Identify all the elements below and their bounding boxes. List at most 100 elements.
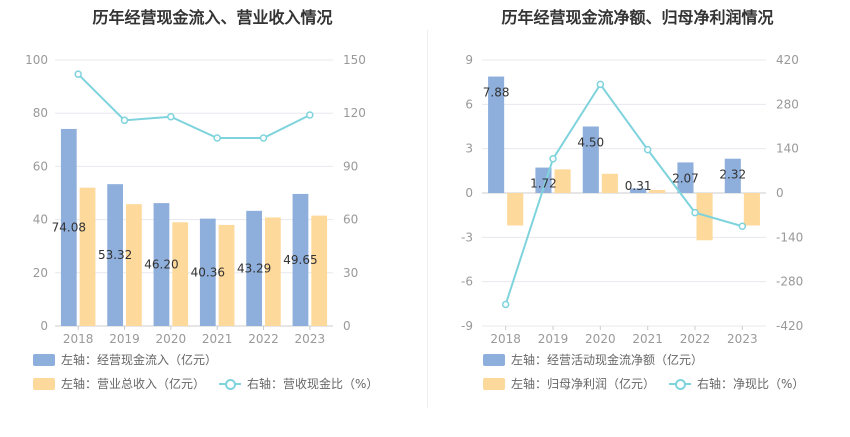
bar-0-s1-2	[172, 222, 189, 326]
line-point-0-3	[213, 134, 221, 142]
y-left-tick-0-0: 0	[40, 319, 48, 333]
line-point-1-5	[738, 222, 747, 230]
line-series-0-0	[77, 73, 311, 140]
line-point-1-1	[549, 155, 557, 163]
y-left-tick-1-2: -3	[461, 230, 473, 244]
bar-0-s0-5	[292, 193, 309, 326]
bar-1-s1-1	[554, 169, 571, 193]
line-series-1-0	[504, 82, 743, 305]
legend-item-1-0[interactable]: 左轴：经营活动现金流净额（亿元）	[483, 351, 703, 368]
bar-1-s0-4	[677, 162, 694, 193]
legend-item-0-0[interactable]: 左轴：经营现金流入（亿元）	[33, 351, 217, 368]
legend-swatch-0-1	[33, 377, 55, 390]
line-point-0-0	[74, 70, 82, 78]
x-tick-label-1-1: 2019	[538, 332, 569, 346]
y-left-tick-1-0: -9	[461, 319, 473, 333]
y-right-tick-0-3: 90	[343, 159, 358, 173]
y-right-tick-0-0: 0	[343, 319, 351, 333]
bar-0-s1-4	[265, 217, 281, 326]
line-point-0-1	[120, 116, 129, 125]
y-right-tick-1-3: 0	[776, 186, 784, 200]
x-tick-label-1-5: 2023	[727, 332, 758, 346]
y-left-tick-1-1: -6	[461, 275, 473, 289]
data-label-1-0: 7.88	[483, 86, 510, 100]
bar-0-s0-3	[199, 218, 216, 326]
bar-1-s1-4	[696, 193, 713, 241]
legend-swatch-0-2	[219, 378, 242, 390]
y-right-tick-1-1: -280	[776, 275, 803, 289]
x-tick-label-0-1: 2019	[109, 332, 140, 346]
legend-row-0-1: 左轴：营业总收入（亿元） 右轴：营收现金比（%）	[33, 375, 378, 392]
bar-0-s1-1	[126, 204, 142, 326]
legend-swatch-0-0	[33, 353, 55, 366]
data-label-0-3: 40.36	[191, 265, 225, 279]
line-point-0-4	[259, 134, 268, 142]
legend-item-1-2[interactable]: 右轴：净现比（%）	[669, 375, 804, 392]
bar-1-s0-5	[724, 158, 741, 193]
data-label-0-1: 53.32	[98, 248, 132, 262]
line-point-0-2	[167, 112, 175, 121]
x-tick-label-0-5: 2023	[295, 332, 326, 346]
x-tick-label-1-3: 2021	[632, 332, 663, 346]
legend-row-1-1: 左轴：归母净利润（亿元） 右轴：净现比（%）	[483, 375, 804, 392]
legend-label-1-1: 左轴：归母净利润（亿元）	[511, 377, 656, 391]
bar-1-s1-5	[743, 193, 760, 226]
y-left-tick-0-2: 40	[33, 213, 48, 227]
data-label-1-1: 1.72	[530, 177, 557, 191]
data-label-0-2: 46.20	[144, 258, 178, 272]
x-tick-label-0-0: 2018	[63, 332, 94, 346]
right-chart-title: 历年经营现金流净额、归母净利润情况	[501, 8, 774, 27]
data-label-1-3: 0.31	[625, 179, 652, 193]
y-left-tick-0-1: 20	[33, 266, 48, 280]
legend-swatch-1-2	[669, 378, 692, 390]
line-point-1-4	[691, 208, 699, 217]
bar-1-s1-0	[507, 193, 524, 226]
x-tick-label-0-2: 2020	[156, 332, 187, 346]
y-right-tick-0-4: 120	[343, 106, 366, 120]
y-right-tick-0-1: 30	[343, 266, 358, 280]
legend-swatch-1-0	[483, 353, 505, 366]
y-left-tick-1-4: 3	[465, 142, 473, 156]
bar-1-s0-2	[582, 126, 599, 193]
y-right-tick-1-2: -140	[776, 230, 803, 244]
legend-row-1-0: 左轴：经营活动现金流净额（亿元）	[483, 351, 703, 368]
legend-label-1-2: 右轴：净现比（%）	[697, 377, 805, 391]
data-label-1-2: 4.50	[577, 136, 604, 150]
x-tick-label-0-4: 2022	[248, 332, 279, 346]
y-left-tick-0-4: 80	[33, 106, 48, 120]
bar-0-s0-0	[60, 128, 77, 326]
legend-label-0-1: 左轴：营业总收入（亿元）	[61, 377, 206, 391]
legend-item-0-1[interactable]: 左轴：营业总收入（亿元）	[33, 375, 205, 392]
x-tick-label-1-4: 2022	[680, 332, 711, 346]
bar-0-s1-5	[311, 215, 328, 326]
bar-1-s0-3	[630, 188, 647, 193]
y-right-tick-1-0: -420	[776, 319, 803, 333]
data-label-1-4: 2.07	[672, 171, 699, 185]
legend-swatch-1-1	[483, 377, 505, 390]
bar-1-s1-3	[649, 190, 666, 193]
legend-label-0-2: 右轴：营收现金比（%）	[247, 377, 379, 391]
legend-label-0-0: 左轴：经营现金流入（亿元）	[61, 353, 218, 367]
line-point-1-0	[501, 300, 510, 309]
bar-0-s1-0	[79, 187, 96, 326]
y-left-tick-0-3: 60	[33, 159, 48, 173]
legend-item-1-1[interactable]: 左轴：归母净利润（亿元）	[483, 375, 655, 392]
x-tick-label-1-0: 2018	[490, 332, 521, 346]
y-left-tick-1-5: 6	[465, 97, 473, 111]
x-tick-label-0-3: 2021	[202, 332, 233, 346]
x-tick-label-1-2: 2020	[585, 332, 616, 346]
data-label-0-4: 43.29	[237, 261, 271, 275]
data-label-1-5: 2.32	[719, 168, 746, 182]
y-left-tick-0-5: 100	[25, 53, 48, 67]
legend-item-0-2[interactable]: 右轴：营收现金比（%）	[219, 375, 378, 392]
y-right-tick-1-5: 280	[776, 97, 799, 111]
y-left-tick-1-3: 0	[465, 186, 473, 200]
legend-row-0-0: 左轴：经营现金流入（亿元）	[33, 351, 217, 368]
bar-0-s0-4	[246, 210, 262, 326]
bar-1-s0-0	[488, 76, 505, 193]
left-chart-title: 历年经营现金流入、营业收入情况	[92, 8, 333, 27]
y-right-tick-1-6: 420	[776, 53, 799, 67]
bar-0-s1-3	[218, 224, 235, 326]
data-label-0-5: 49.65	[283, 253, 317, 267]
